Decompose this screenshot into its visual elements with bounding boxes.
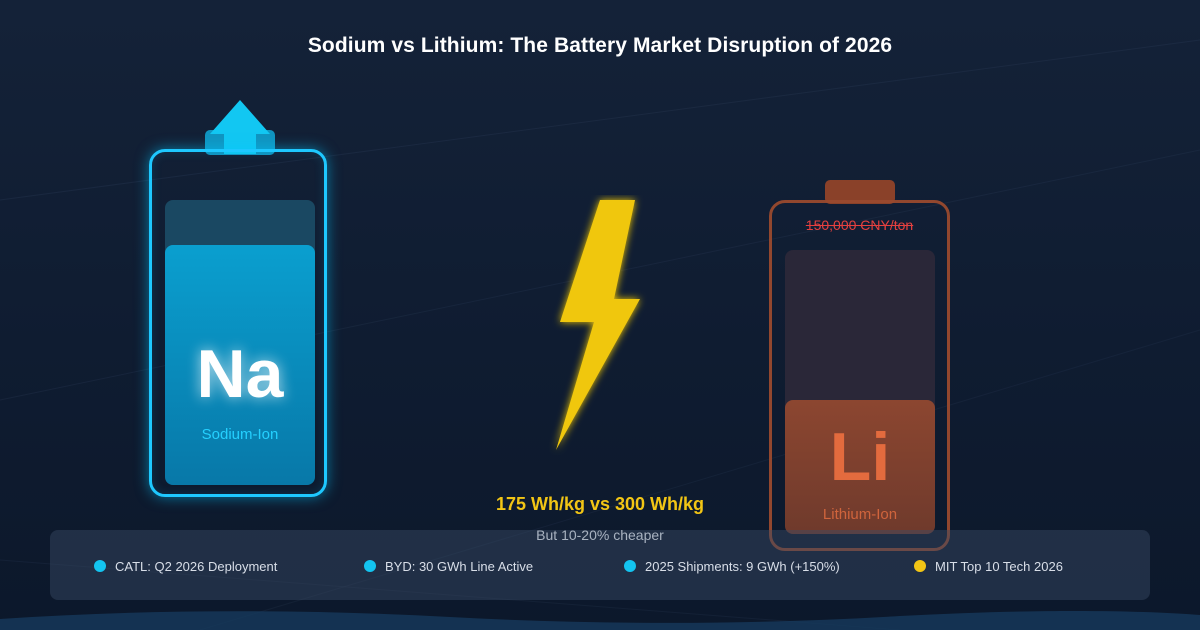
stat-text: BYD: 30 GWh Line Active — [385, 558, 534, 574]
energy-density-comparison: 175 Wh/kg vs 300 Wh/kg — [495, 494, 705, 514]
lightning-bolt-icon — [556, 200, 640, 450]
up-arrow-icon — [210, 100, 270, 154]
bullet-dot-icon — [94, 560, 106, 572]
sodium-symbol: Na — [196, 336, 284, 412]
lithium-symbol: Li — [829, 419, 891, 495]
bottom-wave — [0, 610, 1200, 630]
sodium-battery — [149, 149, 327, 497]
stat-text: CATL: Q2 2026 Deployment — [115, 558, 278, 574]
lithium-battery — [769, 200, 950, 551]
stat-text: 2025 Shipments: 9 GWh (+150%) — [645, 558, 840, 574]
lithium-price-struck: 150,000 CNY/ton — [805, 217, 914, 233]
stat-catl: CATL: Q2 2026 Deployment — [94, 557, 277, 575]
bullet-dot-icon — [364, 560, 376, 572]
page-title: Sodium vs Lithium: The Battery Market Di… — [307, 34, 893, 57]
bullet-dot-icon — [624, 560, 636, 572]
cost-subtext: But 10-20% cheaper — [536, 527, 664, 543]
stat-shipments: 2025 Shipments: 9 GWh (+150%) — [624, 557, 840, 575]
lithium-label: Lithium-Ion — [822, 506, 898, 523]
stat-text: MIT Top 10 Tech 2026 — [935, 558, 1063, 574]
stats-panel — [50, 530, 1150, 600]
lithium-battery-fill — [785, 400, 935, 534]
sodium-label: Sodium-Ion — [201, 426, 279, 443]
stat-byd: BYD: 30 GWh Line Active — [364, 557, 533, 575]
stat-mit: MIT Top 10 Tech 2026 — [914, 557, 1063, 575]
lithium-battery-empty-segment — [785, 250, 935, 410]
sodium-battery-fill — [165, 245, 315, 485]
bullet-dot-icon — [914, 560, 926, 572]
